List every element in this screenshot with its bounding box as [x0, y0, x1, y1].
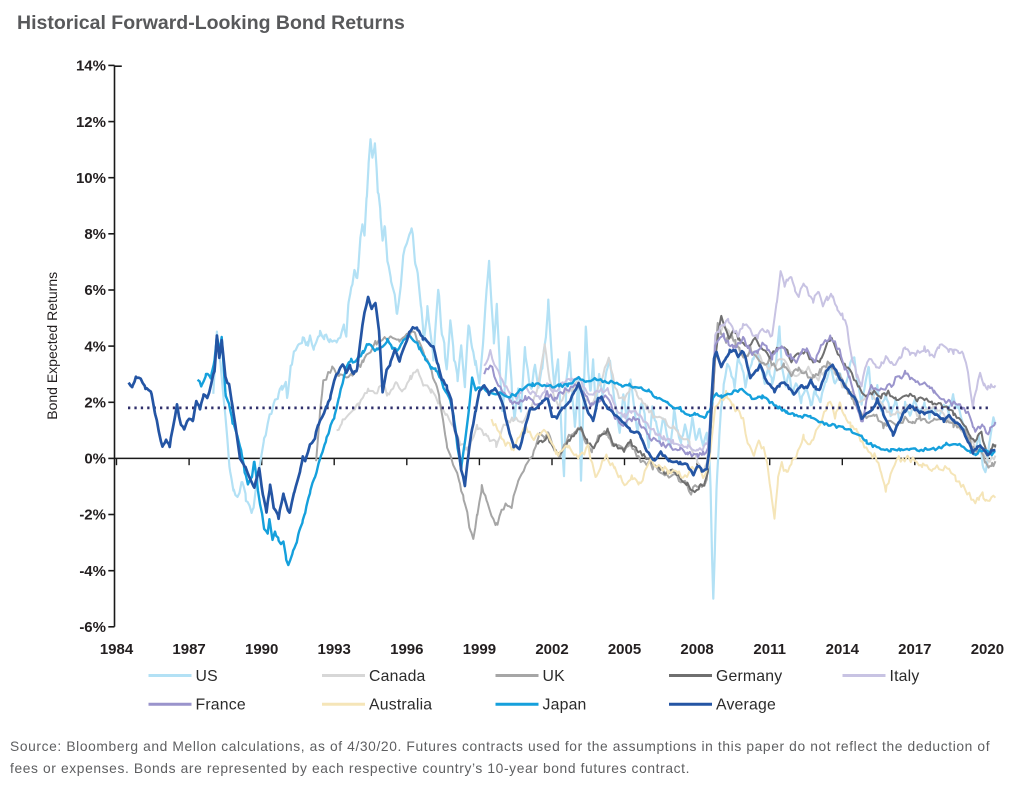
svg-text:1984: 1984 — [100, 641, 134, 658]
svg-text:2014: 2014 — [826, 641, 860, 658]
svg-text:UK: UK — [543, 668, 566, 685]
svg-text:Source: Bloomberg and Mellon c: Source: Bloomberg and Mellon calculation… — [10, 739, 990, 754]
svg-text:Australia: Australia — [369, 697, 432, 714]
svg-text:2017: 2017 — [898, 641, 931, 658]
svg-text:2005: 2005 — [608, 641, 641, 658]
svg-text:10%: 10% — [76, 170, 106, 187]
svg-text:fees or expenses. Bonds are re: fees or expenses. Bonds are represented … — [10, 761, 690, 776]
svg-text:Bond Expected Returns: Bond Expected Returns — [44, 272, 60, 420]
svg-text:-2%: -2% — [79, 507, 106, 524]
svg-text:1990: 1990 — [245, 641, 278, 658]
svg-text:2011: 2011 — [753, 641, 786, 658]
svg-text:-4%: -4% — [79, 563, 106, 580]
svg-text:Italy: Italy — [890, 668, 920, 685]
svg-text:Historical Forward-Looking Bon: Historical Forward-Looking Bond Returns — [17, 12, 405, 34]
svg-text:1987: 1987 — [172, 641, 205, 658]
svg-text:4%: 4% — [84, 338, 106, 355]
svg-text:1996: 1996 — [390, 641, 423, 658]
svg-text:12%: 12% — [76, 114, 106, 131]
svg-text:Canada: Canada — [369, 668, 426, 685]
svg-text:0%: 0% — [84, 451, 106, 468]
svg-text:Japan: Japan — [543, 697, 587, 714]
svg-text:2020: 2020 — [971, 641, 1004, 658]
svg-text:6%: 6% — [84, 282, 106, 299]
svg-text:2%: 2% — [84, 395, 106, 412]
svg-text:France: France — [196, 697, 246, 714]
svg-text:US: US — [196, 668, 218, 685]
svg-text:Average: Average — [716, 697, 776, 714]
svg-text:14%: 14% — [76, 58, 106, 75]
svg-text:Germany: Germany — [716, 668, 782, 685]
svg-text:1999: 1999 — [463, 641, 496, 658]
svg-text:1993: 1993 — [318, 641, 351, 658]
svg-text:2008: 2008 — [680, 641, 713, 658]
svg-text:8%: 8% — [84, 226, 106, 243]
svg-text:-6%: -6% — [79, 619, 106, 636]
svg-text:2002: 2002 — [535, 641, 568, 658]
